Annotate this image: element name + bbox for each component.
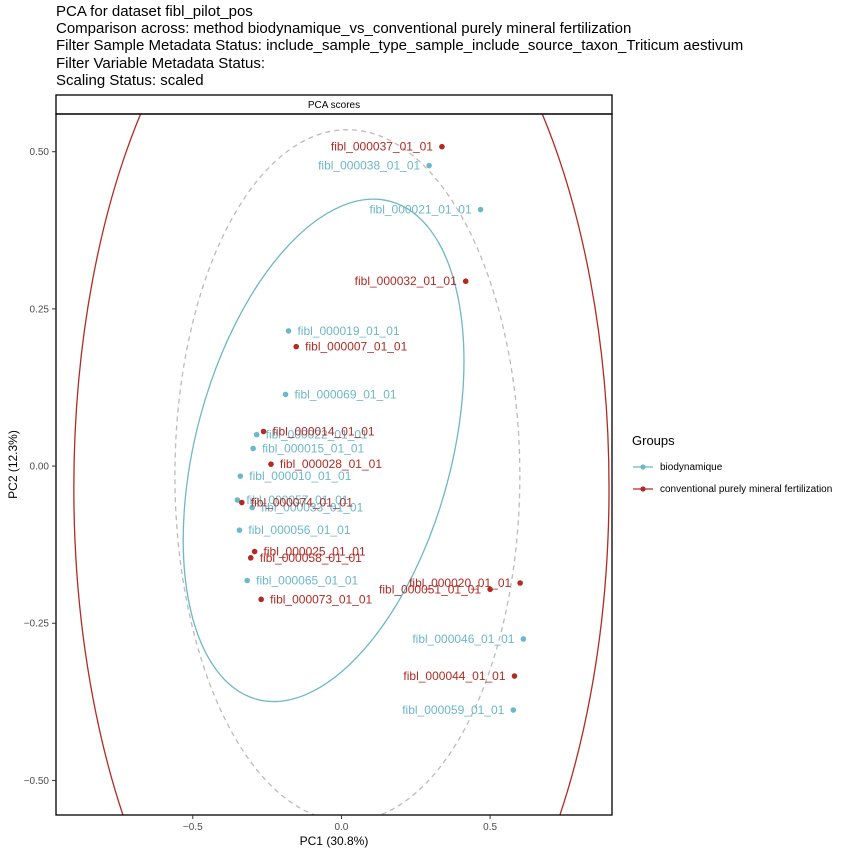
point-label: fibl_000028_01_01 [280, 457, 382, 471]
y-tick-label: −0.50 [24, 776, 50, 787]
point-label: fibl_000007_01_01 [305, 340, 407, 354]
data-point [254, 432, 260, 438]
data-point [239, 500, 245, 506]
x-tick-label: −0.5 [183, 822, 203, 833]
data-point [268, 461, 274, 467]
point-label: fibl_000074_01_01 [251, 496, 353, 510]
x-tick-label: 0.5 [483, 822, 497, 833]
y-tick-label: 0.00 [30, 462, 50, 473]
data-point [517, 580, 523, 586]
data-point [439, 144, 445, 150]
point-label: fibl_000014_01_01 [272, 424, 374, 438]
panel-strip: PCA scores [56, 95, 612, 114]
legend-label: biodynamique [660, 462, 722, 473]
point-label: fibl_000019_01_01 [297, 324, 399, 338]
x-tick-label: 0.0 [334, 822, 348, 833]
data-point [250, 446, 256, 452]
point-label: fibl_000056_01_01 [248, 523, 350, 537]
data-point [237, 527, 243, 533]
data-point [478, 207, 484, 213]
legend-title: Groups [632, 433, 832, 448]
data-point [512, 673, 518, 679]
point-label: fibl_000069_01_01 [294, 387, 396, 401]
data-point [293, 344, 299, 350]
panel-strip-title: PCA scores [308, 100, 360, 111]
y-tick-label: −0.25 [24, 619, 50, 630]
point-label: fibl_000044_01_01 [403, 669, 505, 683]
y-axis-title: PC2 (12.3%) [6, 430, 20, 499]
data-point [248, 555, 254, 561]
legend-key-icon [632, 460, 654, 474]
point-label: fibl_000046_01_01 [412, 632, 514, 646]
legend: Groups biodynamique conventional purely m… [632, 433, 832, 500]
point-label: fibl_000051_01_01 [379, 582, 481, 596]
legend-label: conventional purely mineral fertilizatio… [660, 484, 832, 495]
legend-key-icon [632, 482, 654, 496]
point-label: fibl_000032_01_01 [355, 274, 457, 288]
data-point [238, 473, 244, 479]
data-point [283, 392, 289, 398]
data-point [258, 597, 264, 603]
point-label: fibl_000010_01_01 [249, 469, 351, 483]
y-tick-label: 0.25 [30, 304, 50, 315]
point-label: fibl_000065_01_01 [256, 573, 358, 587]
data-point [463, 278, 469, 284]
point-label: fibl_000038_01_01 [318, 159, 420, 173]
data-point [286, 328, 292, 334]
x-axis-title: PC1 (30.8%) [300, 834, 369, 848]
data-point [426, 163, 432, 169]
point-label: fibl_000037_01_01 [331, 140, 433, 154]
legend-item-conventional: conventional purely mineral fertilizatio… [632, 478, 832, 500]
point-label: fibl_000059_01_01 [402, 703, 504, 717]
legend-item-biodynamique: biodynamique [632, 456, 832, 478]
point-label: fibl_000015_01_01 [262, 441, 364, 455]
data-point [252, 549, 258, 555]
y-tick-label: 0.50 [30, 147, 50, 158]
point-label: fibl_000058_01_01 [260, 551, 362, 565]
point-label: fibl_000073_01_01 [270, 592, 372, 606]
point-label: fibl_000021_01_01 [370, 203, 472, 217]
data-point [244, 578, 250, 584]
data-point [521, 636, 527, 642]
data-point [510, 707, 516, 713]
